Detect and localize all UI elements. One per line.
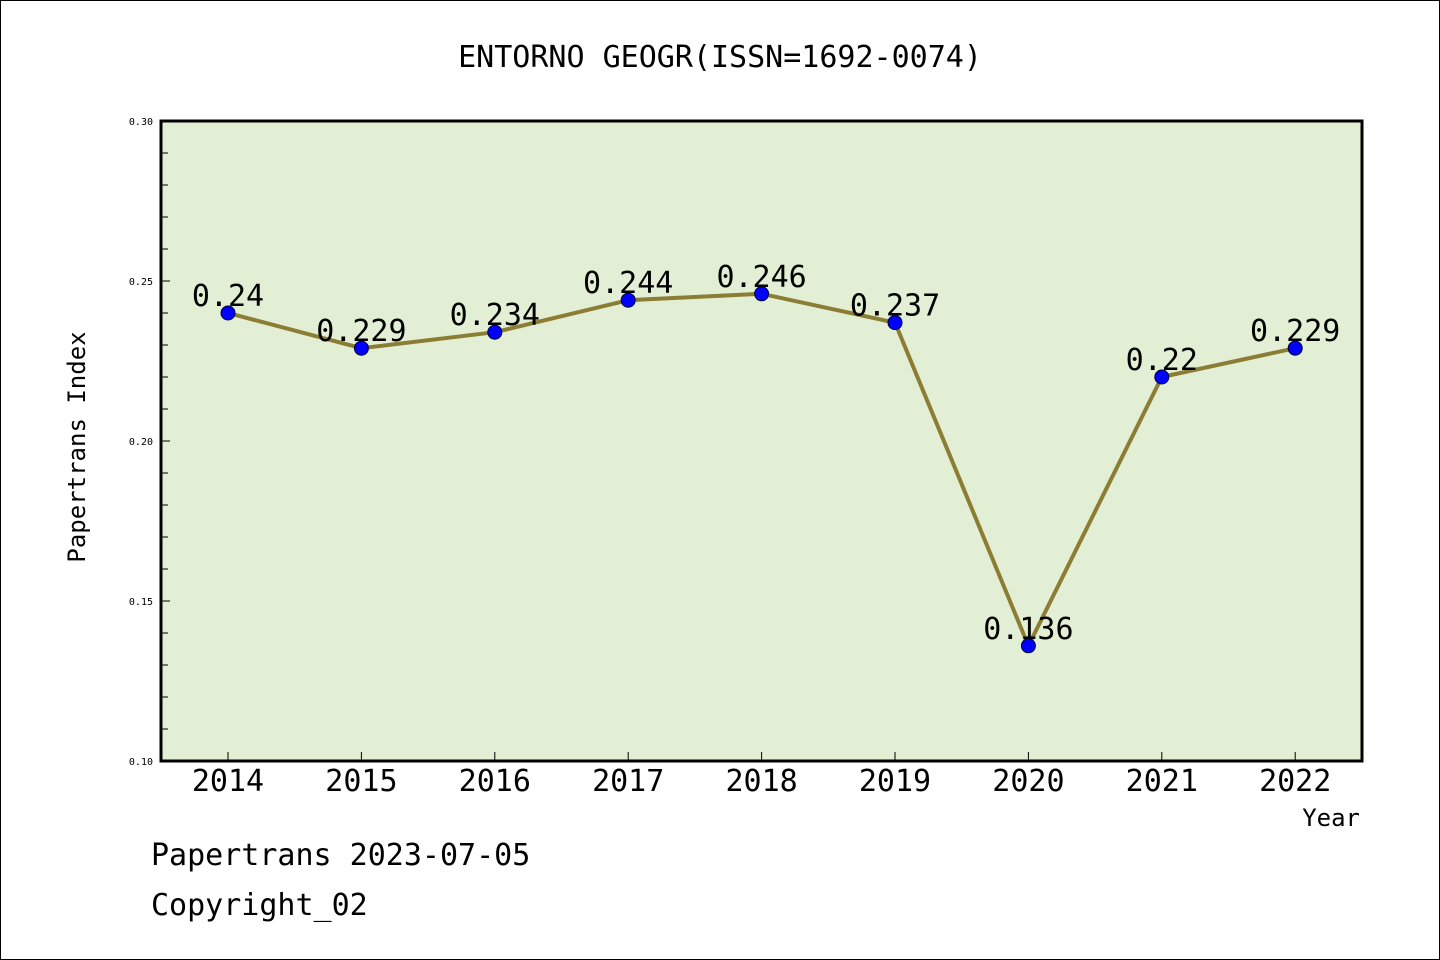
- x-tick-label: 2018: [725, 764, 797, 799]
- data-point-marker: [353, 340, 369, 356]
- data-value-label: 0.136: [983, 612, 1073, 647]
- data-point-marker: [1154, 369, 1170, 385]
- x-tick-label: 2015: [325, 764, 397, 799]
- y-tick-label: 0.15: [129, 597, 153, 608]
- data-point-marker: [1020, 638, 1036, 654]
- chart-title: ENTORNO GEOGR(ISSN=1692-0074): [458, 40, 982, 75]
- marker-group: [220, 286, 1303, 654]
- y-tick-label: 0.30: [129, 117, 153, 128]
- y-tick-label: 0.10: [129, 757, 153, 768]
- plot-area: [161, 121, 1362, 761]
- footer-copyright-text: Copyright_02: [151, 888, 368, 923]
- data-point-marker: [620, 292, 636, 308]
- data-value-label: 0.229: [316, 314, 406, 349]
- data-point-marker: [887, 315, 903, 331]
- footer-date-text: Papertrans 2023-07-05: [151, 838, 530, 873]
- x-axis-label: Year: [1302, 804, 1360, 832]
- y-tick-label: 0.20: [129, 437, 153, 448]
- data-value-label: 0.229: [1250, 314, 1340, 349]
- y-axis-label: Papertrans Index: [63, 331, 91, 562]
- x-tick-label: 2019: [859, 764, 931, 799]
- data-point-marker: [754, 286, 770, 302]
- data-label-group: 0.24 0.229 0.234 0.244 0.246 0.237 0.136 0.22 0.…: [192, 260, 1340, 647]
- y-tick-label: 0.25: [129, 277, 153, 288]
- x-tick-label: 2014: [192, 764, 264, 799]
- data-point-marker: [487, 324, 503, 340]
- x-tick-label: 2020: [992, 764, 1064, 799]
- plot-frame: [159, 119, 1364, 763]
- data-value-label: 0.237: [850, 289, 940, 324]
- data-value-label: 0.24: [192, 279, 264, 314]
- y-axis-ticks: 0.10 0.15 0.20 0.25 0.30: [129, 117, 170, 768]
- x-tick-label: 2016: [459, 764, 531, 799]
- data-point-marker: [1287, 340, 1303, 356]
- x-tick-label: 2021: [1126, 764, 1198, 799]
- x-tick-label: 2022: [1259, 764, 1331, 799]
- data-value-label: 0.22: [1126, 343, 1198, 378]
- x-tick-label: 2017: [592, 764, 664, 799]
- data-value-label: 0.244: [583, 266, 673, 301]
- data-value-label: 0.246: [716, 260, 806, 295]
- x-axis-ticks: 2014 2015 2016 2017 2018 2019 2020 2021 2022: [192, 752, 1331, 799]
- data-value-label: 0.234: [450, 298, 540, 333]
- data-point-marker: [220, 305, 236, 321]
